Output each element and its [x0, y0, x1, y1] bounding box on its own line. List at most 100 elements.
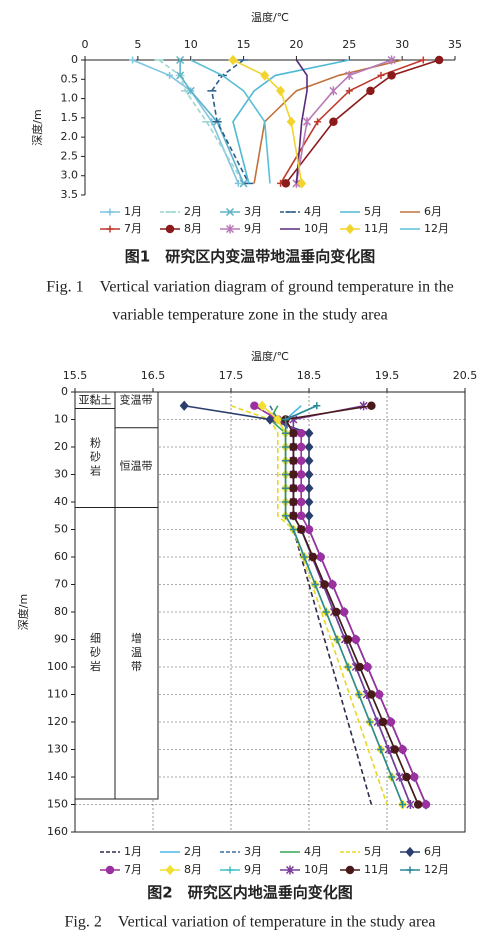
marker — [386, 717, 396, 727]
x-tick-label: 0 — [82, 38, 89, 51]
marker — [289, 429, 298, 438]
marker — [286, 116, 296, 127]
series-line — [230, 404, 388, 805]
legend-marker — [345, 223, 355, 235]
marker — [378, 717, 388, 727]
legend-label: 8月 — [184, 863, 202, 876]
legend-marker — [225, 207, 235, 217]
marker — [300, 553, 308, 561]
legend-label: 2月 — [184, 845, 202, 858]
annotation: 细砂岩 — [89, 632, 102, 674]
marker — [398, 745, 407, 754]
y-tick-label: 50 — [54, 523, 68, 536]
y-tick-label: 20 — [54, 440, 68, 453]
marker — [384, 745, 393, 754]
marker — [421, 800, 431, 809]
x-tick-label: 35 — [448, 38, 462, 51]
marker — [296, 470, 306, 479]
legend-marker — [105, 865, 115, 875]
marker — [304, 428, 314, 439]
marker — [304, 469, 314, 480]
marker — [355, 662, 364, 672]
caption: 图1 研究区内变温带地温垂向变化图 — [125, 248, 375, 266]
x-axis-title: 温度/℃ — [251, 349, 289, 363]
marker — [419, 56, 427, 64]
marker — [399, 801, 407, 808]
legend-label: 11月 — [364, 222, 389, 235]
marker — [304, 510, 314, 521]
marker — [304, 483, 314, 494]
legend-marker — [106, 208, 114, 216]
y-tick-label: 2.0 — [61, 130, 79, 143]
y-tick-label: 0.5 — [61, 72, 79, 85]
legend-label: 8月 — [184, 222, 202, 235]
marker — [395, 772, 404, 782]
marker — [289, 484, 298, 493]
legend-label: 10月 — [304, 222, 329, 235]
marker — [282, 416, 290, 423]
series-line — [284, 405, 419, 805]
marker — [289, 442, 298, 452]
marker — [289, 470, 298, 479]
legend-marker — [405, 846, 415, 858]
marker — [322, 608, 330, 616]
series-line — [285, 59, 440, 184]
y-tick-label: 1.0 — [61, 92, 79, 105]
legend-label: 9月 — [244, 222, 262, 235]
marker — [179, 400, 189, 411]
legend-label: 11月 — [364, 863, 389, 876]
strata-column — [74, 391, 159, 800]
legend-label: 7月 — [124, 863, 142, 876]
marker — [239, 179, 248, 188]
marker — [260, 70, 270, 81]
annotation: 增温带 — [130, 631, 143, 674]
legend-label: 5月 — [364, 845, 382, 858]
marker — [304, 525, 314, 534]
marker — [343, 635, 353, 644]
marker — [345, 70, 354, 80]
series-line — [268, 405, 404, 805]
marker — [302, 117, 312, 127]
marker — [276, 85, 286, 96]
caption-en: Fig. 2 Vertical variation of temperature… — [65, 914, 436, 931]
legend-label: 12月 — [424, 863, 449, 876]
marker — [296, 429, 306, 438]
marker — [304, 496, 314, 508]
legend-marker — [165, 864, 175, 876]
x-tick-label: 18.5 — [297, 369, 322, 382]
marker — [296, 456, 306, 465]
y-tick-label: 60 — [54, 550, 68, 563]
marker — [332, 607, 341, 617]
y-tick-label: 30 — [54, 468, 68, 481]
marker — [282, 512, 290, 520]
marker — [374, 690, 384, 699]
legend-label: 3月 — [244, 205, 262, 218]
marker — [281, 179, 291, 188]
legend-marker — [226, 866, 234, 874]
y-tick-label: 3.0 — [61, 169, 79, 182]
marker — [413, 800, 423, 809]
x-tick-label: 10 — [184, 38, 198, 51]
legend-label: 1月 — [124, 205, 142, 218]
marker — [344, 663, 352, 671]
marker — [282, 429, 290, 437]
marker — [351, 635, 361, 644]
legend-label: 10月 — [304, 863, 329, 876]
legend-marker — [106, 225, 114, 233]
y-axis-title: 深度/m — [16, 594, 30, 630]
marker — [289, 456, 298, 465]
y-axis-title: 深度/m — [30, 109, 44, 145]
y-tick-label: 80 — [54, 605, 68, 618]
y-tick-label: 150 — [47, 798, 68, 811]
x-tick-label: 20 — [289, 38, 303, 51]
marker — [366, 86, 375, 96]
marker — [289, 526, 297, 533]
y-tick-label: 120 — [47, 715, 68, 728]
marker — [289, 497, 298, 507]
series-line — [253, 59, 403, 184]
legend-label: 4月 — [304, 205, 322, 218]
series-line — [190, 59, 271, 184]
marker — [273, 414, 283, 425]
legend-marker — [225, 224, 235, 234]
marker — [296, 442, 306, 452]
